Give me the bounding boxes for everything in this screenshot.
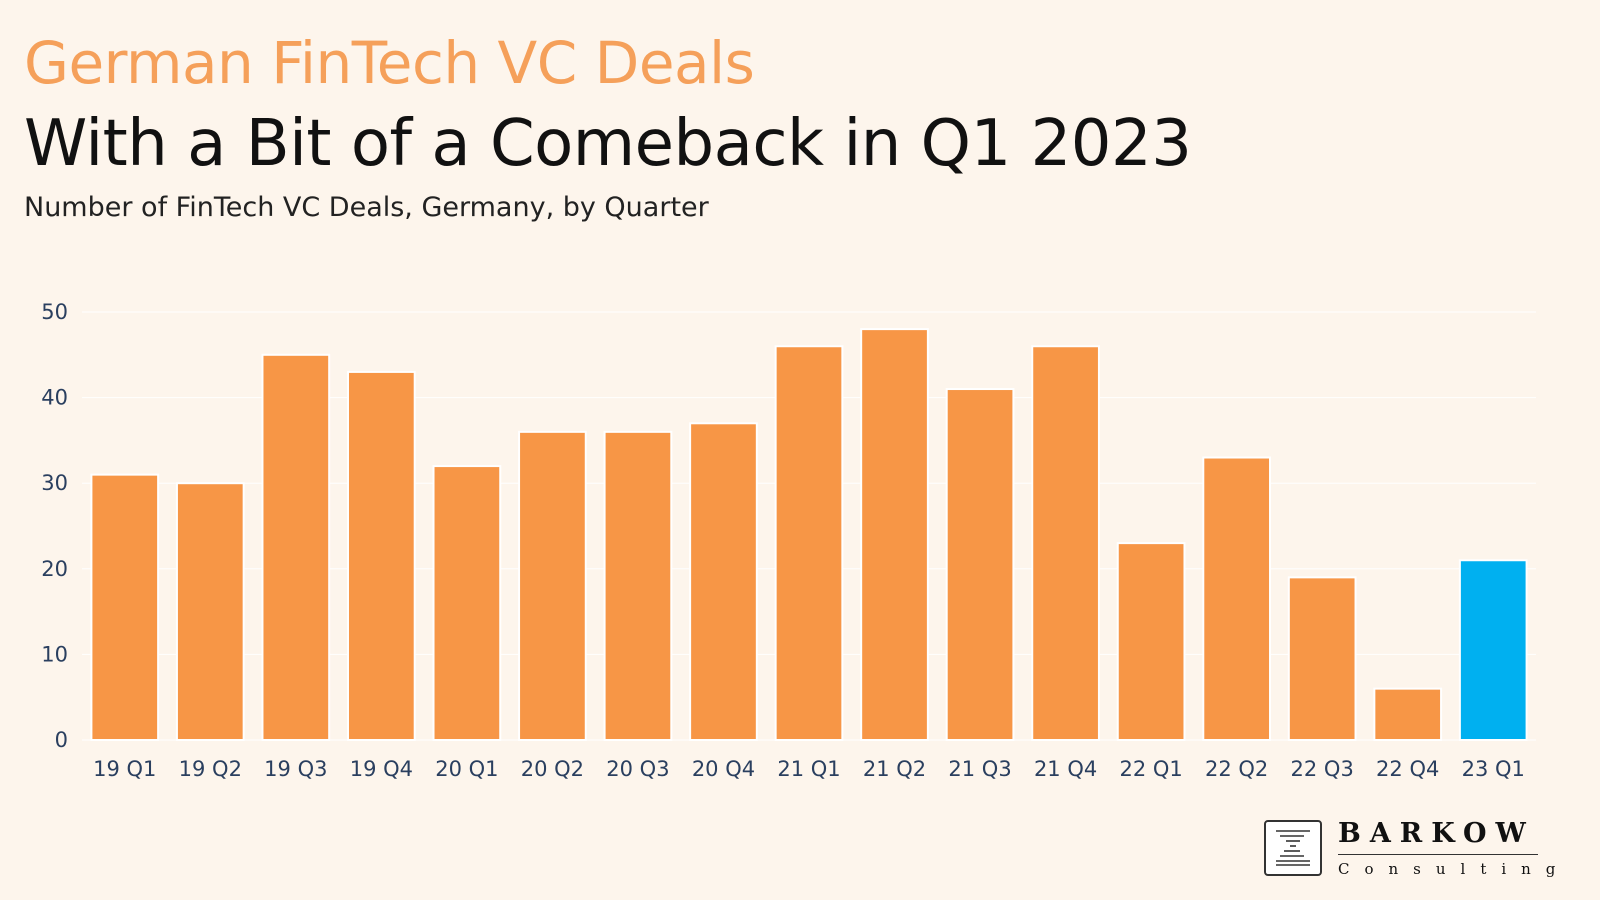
y-axis-ticks: 0 10 20 30 40 50 [41, 300, 68, 752]
bar-23-q1 [1458, 559, 1528, 741]
barkow-logo: BARKOW Consulting [1264, 818, 1555, 880]
bar-20-q2 [518, 430, 587, 741]
x-tick-label: 22 Q3 [1291, 757, 1354, 781]
bar-20-q1 [432, 465, 502, 741]
x-tick-label: 20 Q2 [521, 757, 584, 781]
bar-22-q2 [1202, 456, 1272, 741]
logo-mark [1264, 820, 1322, 876]
x-tick-label: 20 Q1 [435, 757, 498, 781]
chart-title: With a Bit of a Comeback in Q1 2023 [24, 107, 1192, 181]
bar-21-q1 [774, 345, 844, 741]
bar-20-q4 [689, 422, 758, 741]
x-tick-label: 20 Q3 [606, 757, 669, 781]
bar-22-q3 [1287, 576, 1357, 741]
bar-21-q4 [1031, 345, 1100, 741]
chart-kicker: German FinTech VC Deals [24, 29, 755, 97]
x-tick-label: 22 Q2 [1205, 757, 1268, 781]
y-tick-label: 50 [41, 300, 68, 324]
bar-21-q3 [945, 388, 1015, 741]
y-tick-label: 10 [41, 642, 68, 666]
x-tick-label: 21 Q3 [948, 757, 1011, 781]
chart-subtitle: Number of FinTech VC Deals, Germany, by … [24, 192, 709, 223]
y-tick-label: 30 [41, 471, 68, 495]
logo-name: BARKOW [1338, 818, 1535, 849]
bar-22-q4 [1373, 687, 1443, 742]
x-tick-label: 23 Q1 [1462, 757, 1525, 781]
x-tick-label: 21 Q4 [1034, 757, 1097, 781]
y-tick-label: 0 [55, 728, 68, 752]
x-tick-label: 19 Q3 [264, 757, 327, 781]
x-tick-label: 19 Q1 [93, 757, 156, 781]
x-tick-label: 19 Q4 [350, 757, 413, 781]
x-tick-label: 21 Q2 [863, 757, 926, 781]
bar-19-q4 [346, 370, 416, 741]
logo-subtitle: Consulting [1338, 860, 1571, 878]
logo-divider [1338, 854, 1538, 855]
bar-22-q1 [1116, 542, 1186, 741]
bars [90, 328, 1528, 742]
bar-20-q3 [603, 430, 673, 741]
x-tick-label: 22 Q1 [1119, 757, 1182, 781]
y-tick-label: 20 [41, 557, 68, 581]
x-axis-ticks: 19 Q1 19 Q2 19 Q3 19 Q4 20 Q1 20 Q2 20 Q3 20 Q4… [93, 757, 1525, 781]
x-tick-label: 21 Q1 [777, 757, 840, 781]
bar-21-q2 [860, 328, 929, 741]
y-tick-label: 40 [41, 386, 68, 410]
x-tick-label: 22 Q4 [1376, 757, 1439, 781]
bar-19-q2 [175, 482, 245, 741]
bar-19-q1 [90, 473, 160, 741]
x-tick-label: 19 Q2 [179, 757, 242, 781]
x-tick-label: 20 Q4 [692, 757, 755, 781]
bar-19-q3 [261, 353, 331, 741]
